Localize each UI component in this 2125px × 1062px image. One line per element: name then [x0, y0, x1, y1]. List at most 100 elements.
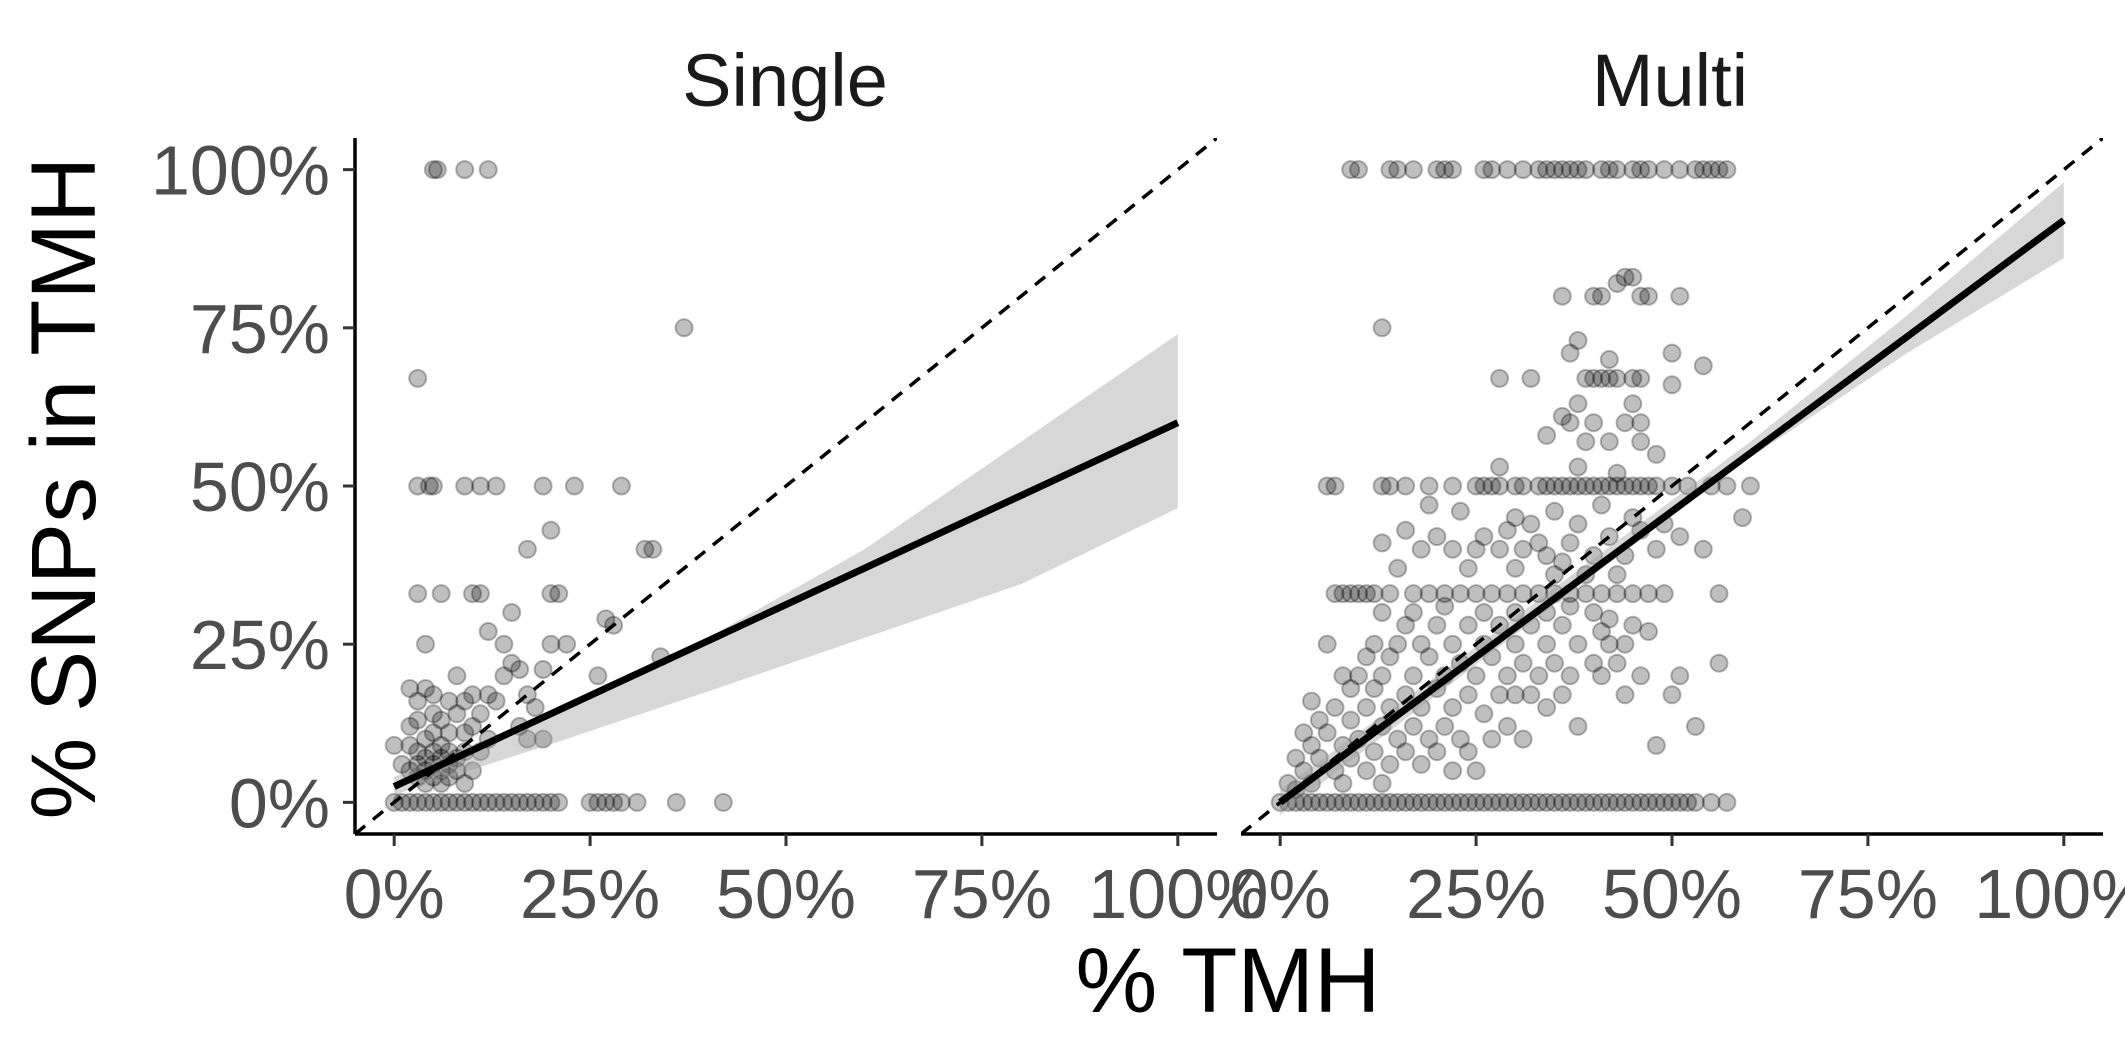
x-tick-label: 75% [912, 855, 1052, 933]
data-point [1670, 792, 1690, 812]
data-point [1599, 792, 1619, 812]
data-point [1317, 723, 1337, 743]
data-point [1482, 584, 1502, 604]
data-point [1349, 666, 1368, 686]
data-point [549, 584, 569, 604]
data-point [1341, 160, 1361, 180]
data-point [1740, 476, 1760, 496]
data-point [1693, 356, 1713, 376]
data-point [1356, 584, 1376, 604]
data-point [1466, 539, 1486, 559]
data-point [1497, 792, 1517, 812]
data-point [611, 792, 631, 812]
data-point [1639, 584, 1658, 604]
data-point [1380, 647, 1400, 667]
data-point [1584, 653, 1604, 673]
data-point [1662, 792, 1682, 812]
data-point [1396, 792, 1416, 812]
data-point [439, 691, 459, 711]
data-point [1419, 792, 1439, 812]
data-point [486, 691, 506, 711]
data-point [1568, 331, 1588, 350]
data-point [1560, 413, 1580, 433]
regression-line [1278, 217, 2066, 806]
data-point [1466, 761, 1486, 781]
data-point [1592, 495, 1611, 515]
data-point [423, 742, 443, 762]
data-point [1670, 160, 1690, 180]
data-point [1482, 729, 1502, 749]
data-point [431, 792, 451, 812]
data-point [1427, 527, 1447, 547]
data-point [1584, 476, 1604, 496]
data-point [1631, 432, 1651, 452]
data-point [502, 603, 522, 622]
x-tick-label: 50% [1602, 855, 1742, 933]
data-point [1364, 634, 1384, 654]
data-point [455, 723, 475, 743]
data-point [1443, 476, 1463, 496]
data-point [1372, 318, 1392, 338]
data-point [1458, 742, 1478, 762]
data-point [1607, 653, 1627, 673]
data-point [1654, 792, 1674, 812]
data-point [1560, 343, 1580, 363]
data-point [1654, 160, 1674, 180]
data-point [1380, 160, 1400, 180]
data-point [1396, 476, 1416, 496]
data-point [1341, 792, 1361, 812]
data-point [510, 660, 530, 679]
data-point [517, 539, 537, 559]
data-point [1717, 476, 1737, 496]
data-point [439, 723, 459, 743]
data-point [1474, 603, 1494, 622]
data-point [1349, 160, 1368, 180]
data-point [1403, 792, 1423, 812]
data-point [1592, 368, 1611, 388]
data-point [1545, 792, 1564, 812]
data-point [1631, 160, 1651, 180]
data-point [400, 735, 420, 755]
data-point [1341, 679, 1361, 698]
data-point [1537, 425, 1557, 445]
data-point [1529, 476, 1549, 496]
data-point [416, 634, 435, 654]
data-point [1670, 666, 1690, 686]
data-point [1615, 267, 1635, 287]
data-point [1693, 539, 1713, 559]
data-point [1458, 685, 1478, 705]
y-tick-label: 75% [190, 290, 330, 368]
y-tick-label: 50% [190, 448, 330, 526]
y-tick-label: 100% [151, 132, 330, 210]
data-point [1309, 710, 1329, 730]
data-point [1466, 792, 1486, 812]
data-point [1419, 647, 1439, 667]
data-point [447, 761, 467, 781]
data-point [1686, 792, 1705, 812]
data-point [1443, 634, 1463, 654]
data-point [564, 476, 584, 496]
data-point [1552, 792, 1572, 812]
data-point [1678, 476, 1698, 496]
data-point [1529, 666, 1549, 686]
y-axis: 0% 25% 50% 75% 100% [151, 132, 357, 842]
data-point [1411, 792, 1431, 812]
data-point [1333, 584, 1353, 604]
data-point [494, 666, 514, 686]
data-point [400, 716, 420, 736]
data-point [1427, 160, 1447, 180]
data-point [455, 691, 475, 711]
data-point [1584, 286, 1604, 306]
data-point [408, 584, 428, 604]
data-point [1615, 792, 1635, 812]
data-point [1623, 615, 1643, 635]
data-point [525, 698, 545, 717]
data-point [541, 792, 561, 812]
data-point [1372, 603, 1392, 622]
data-point [1302, 691, 1321, 711]
x-tick-label: 75% [1798, 855, 1938, 933]
data-point [1513, 792, 1533, 812]
data-point [1294, 761, 1314, 781]
data-point [1396, 742, 1416, 762]
data-point [1717, 160, 1737, 180]
